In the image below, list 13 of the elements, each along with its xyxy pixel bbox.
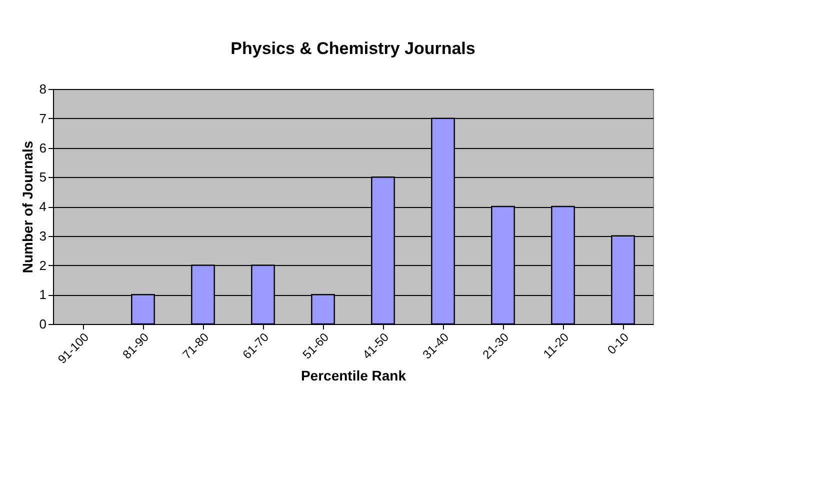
y-tick-label: 5 [39,170,46,185]
y-tick-label: 2 [39,258,46,273]
y-tick-label: 0 [39,316,46,332]
chart-title: Physics & Chemistry Journals [230,39,476,58]
y-tick-label: 4 [39,199,46,214]
x-axis-title: Percentile Rank [300,368,406,384]
y-tick-label: 7 [39,110,46,126]
y-tick-label: 8 [39,82,46,96]
x-tick-label: 0-10 [604,330,632,357]
y-tick-label: 3 [39,228,46,244]
y-tick-label: 1 [39,287,46,302]
y-axis-title: Number of Journals [19,140,36,274]
y-tick-label: 6 [39,140,46,156]
